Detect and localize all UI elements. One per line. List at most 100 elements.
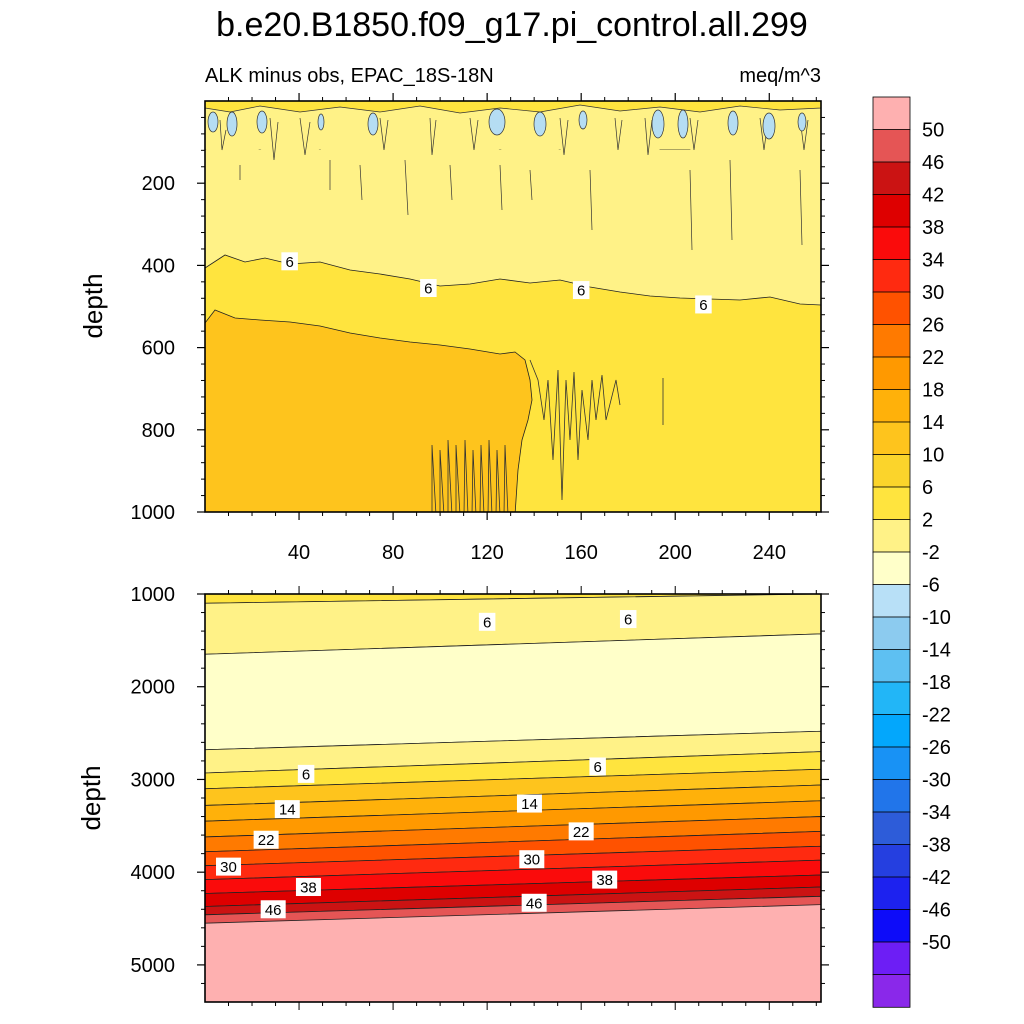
colorbar-label: 30 [922, 282, 944, 304]
colorbar-label: 26 [922, 315, 944, 337]
upper-x-tick-label: 160 [564, 542, 597, 564]
upper-contour-label: 6 [699, 297, 707, 314]
lower-band-gradient [205, 768, 821, 806]
upper-deep-wiggles [431, 359, 664, 512]
colorbar-label: -6 [922, 575, 940, 597]
lower-contour-label-bg [568, 822, 594, 841]
lower-contour-label-bg [478, 612, 496, 631]
colorbar-swatch [872, 161, 911, 196]
lower-contour-label: 14 [521, 796, 538, 813]
lower-band-gradient [205, 784, 821, 822]
colorbar-label: -50 [922, 932, 951, 954]
lower-band-neg2to2 [205, 633, 821, 751]
colorbar-swatch [872, 779, 911, 813]
upper-contour-label-bg [281, 252, 298, 271]
upper-band-10to14 [205, 309, 533, 512]
lower-y-axis-label: depth [76, 765, 106, 830]
upper-contour-label-bg [420, 279, 437, 298]
colorbar-swatch [872, 974, 911, 1008]
colorbar-label: 22 [922, 347, 944, 369]
upper-y-axis-label: depth [78, 273, 108, 338]
upper-y-tick-label: 200 [142, 173, 175, 195]
colorbar-swatch [872, 941, 911, 976]
lower-contour-label: 6 [624, 612, 632, 629]
colorbar-swatch [872, 811, 911, 846]
colorbar-swatch [872, 389, 911, 423]
colorbar-swatch [872, 746, 911, 781]
colorbar-swatch [872, 96, 911, 131]
subtitle-units: meq/m^3 [739, 65, 821, 87]
colorbar-label: 42 [922, 185, 944, 207]
subtitle-left: ALK minus obs, EPAC_18S-18N [205, 65, 494, 87]
lower-band-gradient [205, 895, 821, 924]
upper-contour-labels: 6 6 6 6 [281, 252, 712, 314]
lower-contour-label-bg [592, 870, 618, 889]
colorbar-label: 34 [922, 250, 944, 272]
colorbar-label: -46 [922, 900, 951, 922]
upper-contour-label: 6 [424, 281, 432, 298]
upper-negative-patches [207, 108, 807, 140]
lower-ticks: 1000 2000 3000 4000 5000 [131, 584, 829, 1010]
lower-contour-label-bg [619, 610, 637, 629]
lower-band-gradient [205, 800, 821, 838]
lower-contour-label: 30 [523, 852, 540, 869]
lower-contour-label: 38 [596, 872, 613, 889]
lower-contour-label: 38 [300, 880, 317, 897]
lower-contour-label: 14 [279, 802, 296, 819]
lower-contour-label-bg [521, 893, 547, 912]
upper-contour-label-bg [572, 281, 590, 300]
lower-contour-fill [205, 594, 821, 1002]
lower-band-gradient [205, 859, 821, 894]
upper-contour-label: 6 [577, 283, 585, 300]
colorbar-label: -34 [922, 802, 951, 824]
upper-x-tick-label: 240 [753, 542, 786, 564]
colorbar-swatch [872, 584, 911, 618]
lower-band-gradient [205, 730, 821, 774]
lower-contour-label-bg [519, 850, 545, 869]
colorbar-swatch [872, 876, 911, 911]
colorbar-label: -26 [922, 737, 951, 759]
lower-contour-label: 6 [483, 614, 491, 631]
colorbar-label: -18 [922, 672, 951, 694]
colorbar-swatch [872, 259, 911, 293]
upper-surface-structure [205, 101, 821, 251]
lower-contour-label-bg [516, 794, 542, 813]
colorbar-label: 46 [922, 152, 944, 174]
colorbar-label: 14 [922, 412, 944, 434]
lower-contour-label: 22 [573, 824, 590, 841]
lower-band-2to6 [205, 594, 821, 655]
upper-y-tick-label: 600 [142, 338, 175, 360]
lower-band-gradient [205, 816, 821, 853]
upper-contour-label: 6 [285, 254, 293, 271]
lower-y-tick-label: 1000 [131, 584, 176, 606]
colorbar: 50 46 42 38 34 30 26 22 18 14 10 6 2 -2 -6 -10 -14 -18 -22… [872, 96, 951, 1008]
lower-contour-label-bg [297, 764, 315, 783]
upper-y-tick-label: 400 [142, 255, 175, 277]
colorbar-label: -30 [922, 770, 951, 792]
colorbar-swatch [872, 486, 911, 521]
lower-y-tick-label: 2000 [131, 677, 176, 699]
lower-band-gradient [205, 751, 821, 790]
colorbar-swatch [872, 551, 911, 586]
colorbar-swatch [872, 129, 911, 163]
colorbar-swatch [872, 844, 911, 878]
upper-ticks: 40 80 120 160 200 240 200 400 600 800 1000 [131, 93, 829, 564]
colorbar-label: 2 [922, 510, 933, 532]
colorbar-swatch [872, 909, 911, 943]
lower-y-tick-label: 3000 [131, 769, 176, 791]
lower-band-gradient [205, 886, 821, 916]
upper-y-tick-label: 1000 [131, 502, 176, 524]
figure-title: b.e20.B1850.f09_g17.pi_control.all.299 [216, 6, 808, 44]
colorbar-swatch [872, 194, 911, 228]
upper-contour-fill [205, 101, 821, 512]
colorbar-label: -10 [922, 607, 951, 629]
colorbar-label: -22 [922, 705, 951, 727]
lower-band-gradient [205, 845, 821, 881]
lower-contour-label-bg [295, 878, 321, 897]
lower-contour-label-bg [274, 800, 300, 819]
colorbar-swatch [872, 519, 911, 553]
lower-y-tick-label: 5000 [131, 955, 176, 977]
colorbar-swatch [872, 226, 911, 261]
